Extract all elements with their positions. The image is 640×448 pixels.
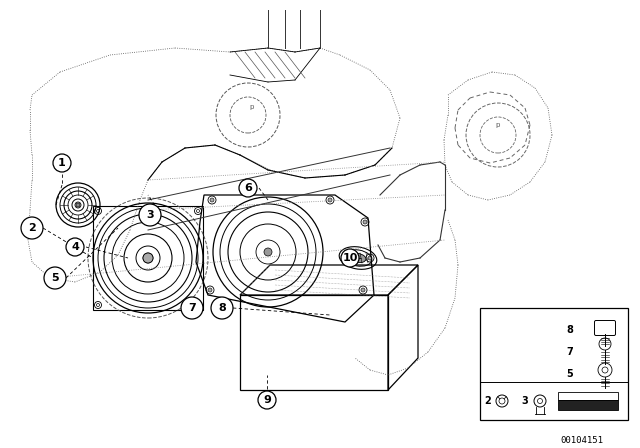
Circle shape [361, 288, 365, 292]
Text: 7: 7 [566, 347, 573, 357]
Circle shape [208, 288, 212, 292]
Circle shape [210, 198, 214, 202]
Text: 6: 6 [244, 183, 252, 193]
Text: 10: 10 [342, 253, 358, 263]
Text: 5: 5 [51, 273, 59, 283]
Circle shape [21, 217, 43, 239]
Bar [558, 392, 618, 400]
Circle shape [368, 256, 372, 260]
Text: 2: 2 [484, 396, 492, 406]
Text: 1: 1 [58, 158, 66, 168]
Text: 4: 4 [71, 242, 79, 252]
Ellipse shape [350, 254, 366, 263]
Text: 8: 8 [566, 325, 573, 335]
Text: p: p [250, 104, 254, 110]
Circle shape [363, 220, 367, 224]
Bar [480, 308, 628, 420]
Text: 8: 8 [218, 303, 226, 313]
Circle shape [44, 267, 66, 289]
Circle shape [76, 203, 80, 207]
Circle shape [258, 391, 276, 409]
Text: p: p [496, 122, 500, 128]
Circle shape [139, 204, 161, 226]
Circle shape [66, 238, 84, 256]
Text: 7: 7 [188, 303, 196, 313]
Circle shape [53, 154, 71, 172]
Circle shape [211, 297, 233, 319]
Circle shape [328, 198, 332, 202]
Text: 9: 9 [263, 395, 271, 405]
Circle shape [341, 249, 359, 267]
Circle shape [181, 297, 203, 319]
Text: 3: 3 [146, 210, 154, 220]
Bar [558, 400, 618, 410]
Text: 3: 3 [522, 396, 529, 406]
Text: 00104151: 00104151 [561, 435, 604, 444]
Text: 5: 5 [566, 369, 573, 379]
Text: 2: 2 [28, 223, 36, 233]
Circle shape [143, 253, 153, 263]
Circle shape [239, 179, 257, 197]
Circle shape [264, 248, 272, 256]
